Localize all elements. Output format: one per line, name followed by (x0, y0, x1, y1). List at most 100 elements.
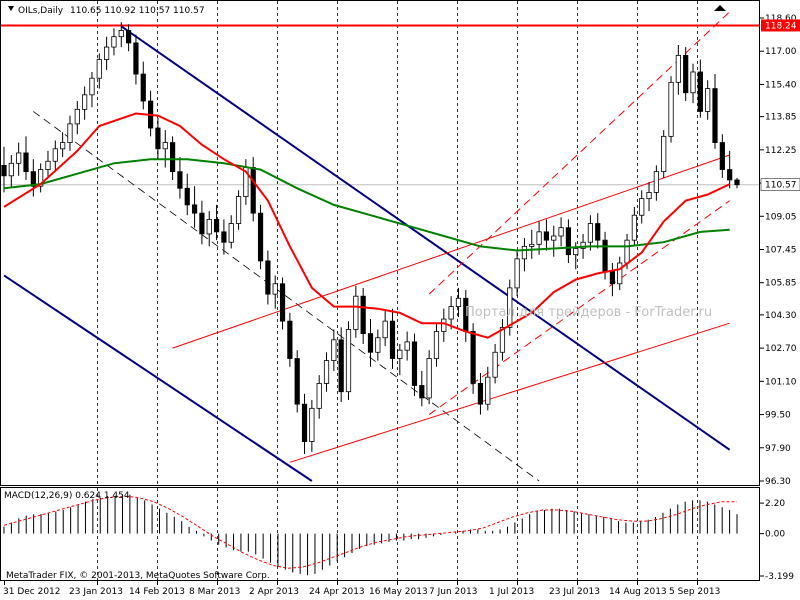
candle-body (221, 231, 227, 243)
candle-body (543, 231, 550, 241)
candle-body (499, 326, 506, 353)
candle-body (206, 218, 212, 235)
candle-body (199, 212, 205, 235)
candle-body (30, 171, 36, 187)
channel-down-upper-line (120, 25, 731, 451)
candlestick-series (1, 22, 740, 455)
candle-body (565, 227, 572, 256)
candle-body (624, 239, 630, 264)
x-tick-label: 7 Jun 2013 (429, 587, 477, 597)
channel-up-top-dashed-line (428, 11, 731, 295)
candle-body (580, 241, 586, 249)
candle-body (595, 223, 601, 241)
candle-body (558, 227, 564, 237)
candle-body (111, 36, 117, 48)
candle-body (74, 108, 80, 125)
candle-body (1, 165, 7, 177)
macd-label: MACD(12,26,9) 0.624 1.454 (4, 491, 130, 501)
candle-body (8, 162, 14, 177)
candle-body (617, 262, 623, 285)
y-tick-label: 99.50 (765, 411, 791, 421)
candle-body (301, 403, 308, 442)
candle-body (727, 169, 733, 181)
watermark-text: Портал для трейдеров - ForTrader.ru (465, 305, 712, 320)
candle-body (67, 123, 73, 143)
candle-body (60, 142, 66, 150)
candle-body (719, 142, 725, 170)
candle-body (257, 212, 264, 262)
candle-body (668, 81, 674, 137)
candle-body (397, 349, 403, 359)
y-tick-label: 118.60 (765, 14, 797, 24)
candle-body (104, 46, 110, 60)
x-tick-label: 31 Dec 2012 (3, 587, 61, 597)
macd-y-tick-label: 2.20 (765, 499, 785, 509)
y-tick-label: 107.45 (765, 246, 797, 256)
symbol-label: OILs,Daily (18, 6, 64, 16)
y-tick-label: 113.85 (765, 113, 797, 123)
candle-body (287, 320, 293, 359)
channel-up-dashed-line (428, 200, 730, 415)
candle-body (52, 148, 58, 162)
ma-fast-line (3, 112, 731, 339)
candle-body (162, 142, 168, 150)
candle-body (653, 171, 659, 193)
x-tick-label: 23 Jan 2013 (69, 587, 123, 597)
x-tick-label: 2 Apr 2013 (249, 587, 299, 597)
candle-body (228, 223, 234, 243)
candle-body (419, 385, 425, 399)
y-tick-label: 117.00 (765, 47, 797, 57)
scroll-up-icon[interactable] (714, 5, 726, 11)
candle-body (265, 260, 271, 295)
candle-body (82, 94, 88, 110)
candle-body (712, 88, 718, 143)
candle-body (331, 339, 337, 361)
candle-body (411, 341, 418, 386)
candle-body (697, 71, 703, 112)
candle-body (507, 287, 513, 328)
macd-histogram (3, 494, 738, 576)
y-tick-label: 96.30 (765, 477, 791, 487)
candle-body (433, 331, 440, 359)
candle-body (279, 283, 286, 322)
x-tick-label: 14 Aug 2013 (609, 587, 667, 597)
channel-down-lower-line (3, 274, 313, 482)
channel-up-middle-line (172, 154, 730, 349)
candle-body (455, 297, 462, 307)
candle-body (191, 204, 198, 214)
candle-body (492, 351, 498, 378)
candle-body (426, 358, 432, 399)
candle-body (118, 30, 124, 38)
channel-down-middle-line (33, 111, 540, 482)
candle-body (661, 135, 667, 173)
macd-y-tick-label: 0.00 (765, 530, 785, 540)
current-price-label: 110.57 (765, 181, 797, 191)
x-tick-label: 8 Mar 2013 (189, 587, 240, 597)
symbol-info: OILs,Daily 110.65 110.92 110.57 110.57 (8, 6, 205, 16)
caret-down-icon[interactable] (8, 6, 14, 11)
candle-body (367, 333, 374, 353)
candle-body (382, 320, 388, 339)
y-tick-label: 97.90 (765, 444, 791, 454)
y-tick-label: 115.40 (765, 80, 797, 90)
y-tick-label: 102.70 (765, 344, 797, 354)
candle-body (639, 198, 645, 216)
candle-body (485, 376, 491, 405)
candle-body (169, 142, 176, 173)
candle-body (536, 231, 542, 245)
candle-body (323, 360, 330, 384)
macd-signal-line (3, 495, 737, 569)
candle-body (631, 214, 637, 241)
moving-averages (3, 112, 731, 339)
x-tick-label: 1 Jul 2013 (489, 587, 534, 597)
candle-body (705, 88, 711, 112)
candle-body (609, 270, 615, 285)
candle-body (294, 358, 300, 405)
candle-body (250, 167, 256, 214)
candle-body (646, 192, 652, 200)
candle-body (375, 337, 381, 353)
x-tick-label: 23 Jul 2013 (549, 587, 600, 597)
candle-body (272, 283, 278, 295)
candle-body (345, 329, 352, 393)
grid-lines (1, 1, 760, 580)
